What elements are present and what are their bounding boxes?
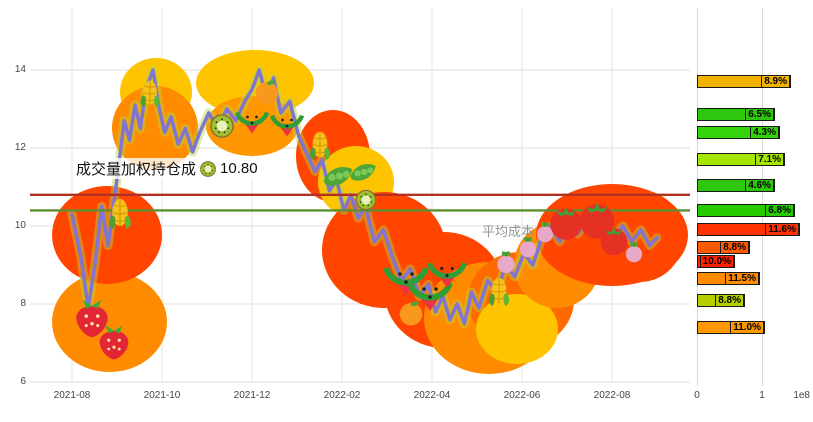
kiwi-icon [353,187,379,213]
tomato-icon [574,196,620,242]
bar-percentage-label: 11.5% [725,272,759,286]
watermelon-icon [426,251,468,293]
x-axis-tick: 2021-10 [143,390,181,401]
dist-x-tick: 1 [759,390,765,401]
watermelon-icon [406,269,454,317]
x-axis-tick: 2022-06 [503,390,541,401]
kiwi-icon [207,111,237,141]
x-axis-tick: 2021-12 [233,390,271,401]
average-cost-label: 平均成本 [482,224,535,239]
bar-percentage-label: 10.0% [699,254,734,268]
peas-icon [347,156,379,188]
strawberry-icon [69,295,115,341]
paint-blob [206,96,298,156]
dist-x-tick: 0 [694,390,700,401]
y-axis-tick: 10 [14,220,26,231]
distribution-bar: 8.8% [697,293,745,307]
dist-axis-spine [697,8,698,386]
paint-blob [322,192,446,308]
dist-gridline [762,8,763,386]
paint-blob [296,110,370,202]
tomato-icon [596,222,632,258]
paint-blob [318,146,394,218]
vwap-label-text: 成交量加权持仓成 [76,161,197,178]
distribution-bar: 8.9% [697,75,791,89]
bar-percentage-label: 8.8% [715,293,744,307]
orange-icon [396,298,426,328]
price-chart-area: 14 12 10 8 6 2021-08 2021-10 2021-12 202… [14,8,690,401]
radish-icon [532,219,558,245]
bar-percentage-label: 8.9% [761,75,790,89]
distribution-bar: 11.6% [697,223,800,237]
bar-percentage-label: 6.8% [765,203,794,217]
paint-blob [52,272,167,372]
orange-icon [252,77,282,107]
paint-blob [536,184,688,286]
paint-blob [196,50,314,116]
x-axis-tick: 2022-02 [323,390,361,401]
paint-blob [424,262,554,374]
vwap-cost-label: 成交量加权持仓成 10.80 [74,158,260,179]
bar-percentage-label: 6.5% [745,108,774,122]
corn-icon [102,196,138,232]
watermelon-icon [269,105,305,141]
y-axis-tick: 14 [14,64,26,75]
radish-icon [621,239,647,265]
x-axis-tick: 2022-04 [413,390,451,401]
y-axis-tick: 12 [14,142,26,153]
radish-icon [492,248,520,276]
bar-percentage-label: 4.6% [745,178,774,192]
watermelon-icon [234,102,270,138]
distribution-bar: 7.1% [697,153,785,167]
dist-offset-label: 1e8 [793,390,810,401]
paint-blob [52,186,162,284]
y-axis-tick: 6 [20,376,26,387]
y-axis-tick: 8 [20,298,26,309]
distribution-panel: 8.9% 6.5% 4.3% 7.1% 4.6% 6.8% 11.6% 8.8% 10.0% 11… [694,0,813,422]
bar-percentage-label: 4.3% [750,125,779,139]
corn-icon [134,78,166,110]
x-axis-tick: 2022-08 [593,390,631,401]
x-axis-tick: 2021-08 [53,390,91,401]
distribution-bar: 11.0% [697,320,765,334]
strawberry-icon [93,321,135,363]
bar-percentage-label: 8.8% [720,240,749,254]
peas-icon [320,158,356,194]
kiwi-icon [198,159,218,179]
watermelon-icon [382,254,430,302]
corn-icon [303,129,337,163]
distribution-bar: 11.5% [697,272,760,286]
distribution-bar: 4.6% [697,178,775,192]
vwap-value: 10.80 [220,160,258,177]
distribution-bar: 6.8% [697,203,795,217]
distribution-bar: 10.0% [697,254,735,268]
distribution-bar: 8.8% [697,240,750,254]
distribution-bar: 4.3% [697,125,780,139]
distribution-bar: 6.5% [697,108,775,122]
bar-percentage-label: 11.0% [730,320,764,334]
bar-percentage-label: 11.6% [765,223,799,237]
paint-blob [476,294,558,364]
paint-blob [596,190,684,282]
corn-icon [482,275,516,309]
paint-blob [120,58,192,126]
paint-blob-layer [52,50,688,374]
fruit-sticker-layer [69,77,647,363]
bar-percentage-label: 7.1% [755,153,784,167]
paint-blob [384,232,504,348]
tomato-icon [545,201,587,243]
paint-blob [468,252,574,348]
